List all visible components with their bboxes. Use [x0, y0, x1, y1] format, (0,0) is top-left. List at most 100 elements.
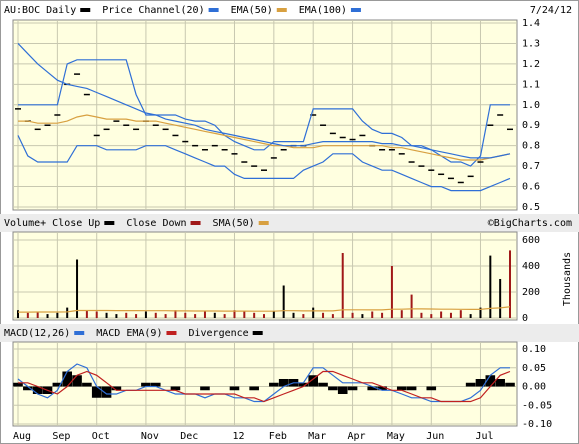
y-tick-label: 1.3 [522, 38, 540, 49]
volume-bar [282, 285, 285, 318]
volume-bar [361, 314, 364, 318]
divergence-bar [318, 382, 328, 387]
header-band [0, 324, 579, 342]
divergence-bar [308, 375, 318, 387]
legend-swatch [104, 221, 115, 225]
divergence-bar [249, 386, 259, 391]
volume-bar [17, 310, 19, 318]
volume-bar [184, 312, 187, 318]
x-tick-label: Mar [308, 431, 326, 442]
volume-bar [95, 311, 98, 318]
x-tick-label: Jun [426, 431, 444, 442]
divergence-bar [298, 382, 309, 387]
y-tick-label: 1.0 [522, 100, 540, 111]
volume-bar [66, 307, 69, 318]
volume-bar [489, 255, 492, 318]
volume-bar [263, 314, 265, 318]
volume-bar [322, 312, 325, 318]
volume-bar [105, 312, 108, 318]
volume-bar [213, 312, 216, 318]
watermark: ©BigCharts.com [488, 218, 572, 229]
y-tick-label: 1.2 [522, 59, 540, 70]
legend-swatch [208, 8, 219, 12]
volume-bar [272, 311, 275, 318]
divergence-bar [52, 382, 63, 387]
series-line [18, 306, 511, 313]
x-tick-label: Aug [13, 431, 31, 442]
volume-bar [351, 312, 354, 318]
legend-swatch [276, 8, 287, 12]
volume-bar [203, 311, 206, 318]
legend-swatch [350, 8, 361, 12]
x-tick-label: Jul [475, 431, 493, 442]
series-line [17, 135, 511, 192]
y-tick-label: 1.4 [522, 18, 540, 29]
x-tick-label: May [387, 431, 405, 442]
legend-swatch [258, 221, 269, 225]
divergence-bar [475, 379, 486, 387]
volume-bar [509, 250, 511, 318]
volume-bar [115, 314, 118, 318]
divergence-bar [62, 371, 72, 387]
y-tick-label: 0.5 [522, 202, 540, 213]
series-line [18, 370, 511, 403]
volume-bar [430, 314, 433, 318]
divergence-bar [269, 382, 279, 387]
volume-bar [253, 312, 256, 318]
y-tick-label: 400 [522, 261, 540, 272]
divergence-bar [82, 382, 92, 387]
legend-swatch [80, 8, 91, 12]
volume-bar [56, 312, 59, 318]
divergence-bar [495, 379, 505, 387]
volume-bar [135, 314, 138, 318]
volume-bar [440, 311, 443, 318]
volume-bar [26, 312, 29, 318]
y-tick-label: 0.6 [522, 182, 540, 193]
x-tick-label: Nov [141, 431, 159, 442]
divergence-bar [101, 386, 112, 398]
volume-bar [36, 311, 39, 318]
divergence-bar [91, 386, 102, 398]
volume-bar [341, 253, 344, 318]
header-band [0, 214, 579, 232]
y-axis-label: Thousands [562, 252, 573, 306]
y-tick-label: 0.7 [522, 161, 540, 172]
divergence-bar [150, 382, 161, 387]
divergence-bar [367, 386, 378, 391]
y-tick-label: 0.8 [522, 141, 540, 152]
volume-bar [381, 312, 384, 318]
volume-bar [449, 312, 452, 318]
legend-label: EMA(50) [231, 5, 273, 16]
divergence-bar [32, 386, 43, 394]
volume-bar [479, 307, 482, 318]
legend-label: EMA(100) [299, 5, 347, 16]
volume-bar [390, 266, 393, 318]
volume-bar [154, 312, 157, 318]
volume-bar [331, 314, 334, 318]
divergence-bar [377, 386, 387, 391]
divergence-bar [396, 386, 407, 391]
y-tick-label: 1.1 [522, 79, 540, 90]
legend-swatch [190, 221, 201, 225]
divergence-bar [141, 382, 151, 387]
series-line [18, 59, 510, 167]
y-tick-label: -0.05 [522, 400, 552, 411]
volume-bar [371, 311, 374, 318]
series-line [17, 42, 511, 159]
volume-bar [144, 311, 147, 318]
legend-label: Volume+ Close Up [4, 218, 100, 229]
volume-bar [164, 314, 167, 318]
chart-date: 7/24/12 [530, 5, 572, 16]
x-tick-label: Dec [180, 431, 198, 442]
volume-bar [243, 311, 246, 318]
volume-bar [312, 307, 315, 318]
volume-bar [469, 314, 472, 318]
volume-bar [85, 310, 88, 318]
x-tick-label: Apr [348, 431, 366, 442]
divergence-bar [111, 386, 122, 391]
x-tick-label: Sep [52, 431, 70, 442]
volume-bar [233, 310, 236, 318]
y-tick-label: 0.9 [522, 120, 540, 131]
divergence-bar [229, 386, 240, 391]
legend-swatch [166, 331, 177, 335]
